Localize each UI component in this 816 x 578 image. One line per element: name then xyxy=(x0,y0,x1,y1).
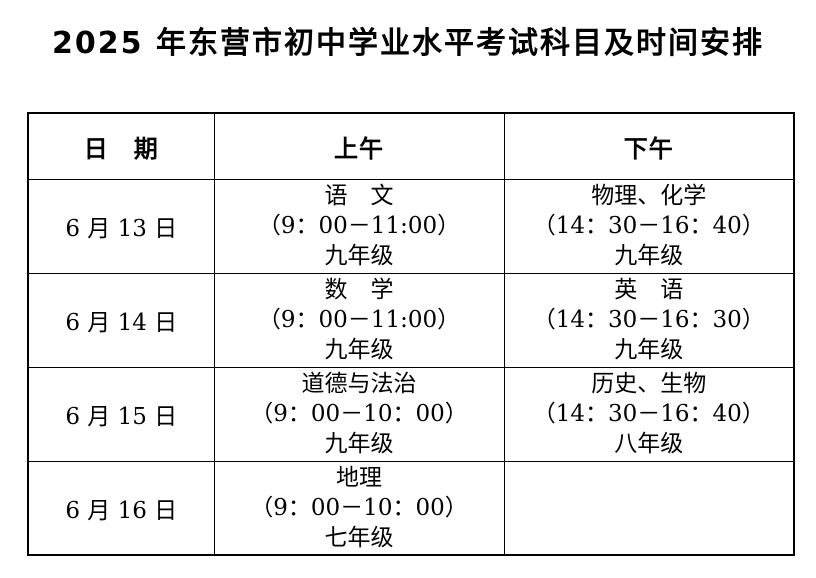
subject-text: 英 语 xyxy=(614,277,684,303)
header-date: 日 期 xyxy=(27,112,215,180)
header-row: 日 期 上午 下午 xyxy=(27,112,795,180)
afternoon-cell: 物理、化学 （14：30－16：40） 九年级 xyxy=(503,178,795,274)
date-cell: 6 月 16 日 xyxy=(27,460,215,556)
grade-text: 九年级 xyxy=(324,243,394,269)
time-text: （14：30－16：40） xyxy=(532,213,765,239)
subject-text: 历史、生物 xyxy=(591,371,707,397)
date-cell: 6 月 13 日 xyxy=(27,178,215,274)
header-morning: 上午 xyxy=(213,112,505,180)
grade-text: 七年级 xyxy=(324,524,394,551)
afternoon-cell: 历史、生物 （14：30－16：40） 八年级 xyxy=(503,366,795,462)
table-row-june16: 6 月 16 日 地理 （9：00－10：00） 七年级 xyxy=(27,460,795,556)
date-cell: 6 月 15 日 xyxy=(27,366,215,462)
grade-text: 九年级 xyxy=(324,431,394,457)
morning-cell: 道德与法治 （9：00－10：00） 九年级 xyxy=(213,366,505,462)
time-text: （9：00－11:00） xyxy=(257,213,461,239)
subject-text: 地理 xyxy=(336,464,382,491)
grade-text: 九年级 xyxy=(324,337,394,363)
afternoon-cell-empty xyxy=(503,460,795,556)
subject-text: 道德与法治 xyxy=(301,371,417,397)
subject-text: 物理、化学 xyxy=(591,183,707,209)
table-row-june14: 6 月 14 日 数 学 （9：00－11:00） 九年级 英 语 （14：30… xyxy=(27,272,795,368)
grade-text: 九年级 xyxy=(614,243,684,269)
morning-cell: 语 文 （9：00－11:00） 九年级 xyxy=(213,178,505,274)
table-row-june13: 6 月 13 日 语 文 （9：00－11:00） 九年级 物理、化学 （14：… xyxy=(27,178,795,274)
grade-text: 八年级 xyxy=(614,431,684,457)
time-text: （14：30－16：40） xyxy=(532,401,765,427)
date-cell: 6 月 14 日 xyxy=(27,272,215,368)
time-text: （14：30－16：30） xyxy=(532,307,765,333)
afternoon-cell: 英 语 （14：30－16：30） 九年级 xyxy=(503,272,795,368)
morning-cell: 数 学 （9：00－11:00） 九年级 xyxy=(213,272,505,368)
subject-text: 语 文 xyxy=(324,183,394,209)
page-title: 2025 年东营市初中学业水平考试科目及时间安排 xyxy=(52,26,764,61)
header-afternoon: 下午 xyxy=(503,112,795,180)
grade-text: 九年级 xyxy=(614,337,684,363)
table-row-june15: 6 月 15 日 道德与法治 （9：00－10：00） 九年级 历史、生物 （1… xyxy=(27,366,795,462)
time-text: （9：00－11:00） xyxy=(257,307,461,333)
morning-cell: 地理 （9：00－10：00） 七年级 xyxy=(213,460,505,556)
time-text: （9：00－10：00） xyxy=(250,401,468,427)
time-text: （9：00－10：00） xyxy=(250,494,468,521)
exam-schedule-table: 日 期 上午 下午 6 月 13 日 语 文 （9：00－11:00） 九年级 … xyxy=(27,112,795,556)
subject-text: 数 学 xyxy=(324,277,394,303)
